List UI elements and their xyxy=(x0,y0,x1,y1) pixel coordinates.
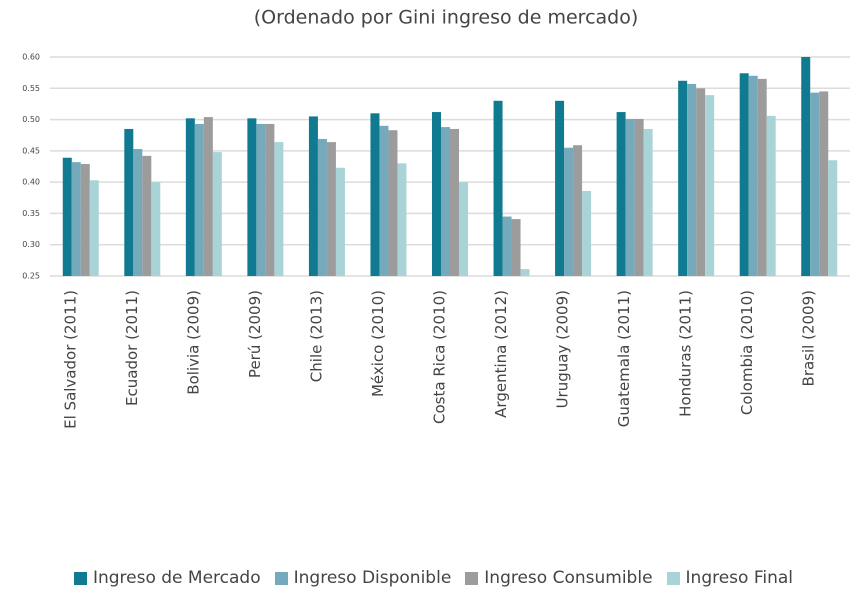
bar xyxy=(555,100,565,276)
x-tick-label: Colombia (2010) xyxy=(738,290,756,415)
legend-swatch xyxy=(73,571,87,585)
bar xyxy=(748,75,758,277)
bar xyxy=(151,182,161,276)
bar xyxy=(739,73,749,276)
bar xyxy=(502,216,512,276)
x-tick-label: México (2010) xyxy=(369,290,387,397)
y-tick-label: 0.60 xyxy=(22,53,40,62)
bar xyxy=(80,163,90,276)
bar xyxy=(757,78,767,277)
bar xyxy=(801,57,811,276)
bar xyxy=(696,88,706,277)
bar xyxy=(256,123,266,276)
bar xyxy=(625,118,635,277)
bar xyxy=(185,118,195,276)
legend-swatch xyxy=(666,571,680,585)
bar xyxy=(274,142,284,276)
legend-label: Ingreso Consumible xyxy=(484,568,653,588)
y-tick-label: 0.50 xyxy=(22,115,40,124)
bar xyxy=(766,115,776,277)
bar xyxy=(432,112,441,276)
y-tick-label: 0.40 xyxy=(22,178,40,187)
bar xyxy=(370,113,380,276)
bar xyxy=(265,123,275,276)
bar xyxy=(326,142,336,276)
bar xyxy=(616,112,626,276)
bar xyxy=(379,125,389,276)
bar xyxy=(335,167,345,276)
bar xyxy=(203,117,213,276)
legend-item: Ingreso Consumible xyxy=(465,568,653,588)
bar xyxy=(308,116,318,276)
y-tick-label: 0.35 xyxy=(22,209,40,218)
bar xyxy=(397,163,407,276)
legend-label: Ingreso Final xyxy=(685,568,794,588)
x-tick-label: Brasil (2009) xyxy=(800,290,818,386)
chart: (Ordenado por Gini ingreso de mercado) 0… xyxy=(22,7,850,429)
x-tick-label: Chile (2013) xyxy=(307,290,325,382)
bar xyxy=(634,118,644,277)
x-tick-label: Argentina (2012) xyxy=(492,290,510,418)
legend-swatch xyxy=(274,571,288,585)
legend-swatch xyxy=(465,571,479,585)
bar xyxy=(62,157,72,276)
x-tick-label: Costa Rica (2010) xyxy=(431,290,449,424)
bar xyxy=(810,92,820,276)
legend: Ingreso de Mercado Ingreso Disponible Ingr… xyxy=(0,568,867,588)
x-tick-label: El Salvador (2011) xyxy=(61,290,79,429)
bar xyxy=(247,118,257,276)
bar xyxy=(441,127,450,276)
x-tick-label: Bolivia (2009) xyxy=(184,290,202,395)
y-tick-label: 0.30 xyxy=(22,240,40,249)
legend-item: Ingreso de Mercado xyxy=(73,568,261,588)
legend-item: Ingreso Final xyxy=(666,568,794,588)
bar xyxy=(705,95,715,276)
bar xyxy=(133,148,143,276)
bar xyxy=(142,155,152,276)
legend-label: Ingreso Disponible xyxy=(293,568,452,588)
bar xyxy=(459,182,468,276)
chart-title: (Ordenado por Gini ingreso de mercado) xyxy=(254,7,639,29)
bar xyxy=(317,138,327,276)
bar xyxy=(582,190,592,276)
legend-item: Ingreso Disponible xyxy=(274,568,452,588)
bar xyxy=(643,128,653,276)
bar xyxy=(71,162,81,276)
x-tick-label: Honduras (2011) xyxy=(677,290,695,417)
bar xyxy=(450,128,459,276)
x-tick-label: Guatemala (2011) xyxy=(615,290,633,427)
bar xyxy=(511,219,521,276)
bar xyxy=(687,83,697,276)
x-tick-label: Uruguay (2009) xyxy=(554,290,572,408)
x-tick-label: Ecuador (2011) xyxy=(123,290,141,406)
bar xyxy=(194,123,204,276)
bar xyxy=(124,128,134,276)
bar xyxy=(564,147,574,276)
bar xyxy=(89,180,99,276)
y-tick-label: 0.25 xyxy=(22,272,40,281)
legend-label: Ingreso de Mercado xyxy=(92,568,261,588)
bar xyxy=(819,91,829,277)
y-tick-label: 0.55 xyxy=(22,84,40,93)
bar xyxy=(520,269,530,276)
y-tick-label: 0.45 xyxy=(22,146,40,155)
bar xyxy=(493,100,503,276)
bar xyxy=(573,145,583,276)
bar xyxy=(678,80,688,276)
bar xyxy=(828,160,838,276)
x-tick-label: Perú (2009) xyxy=(246,290,264,378)
bar xyxy=(388,130,398,276)
bar xyxy=(212,152,222,276)
